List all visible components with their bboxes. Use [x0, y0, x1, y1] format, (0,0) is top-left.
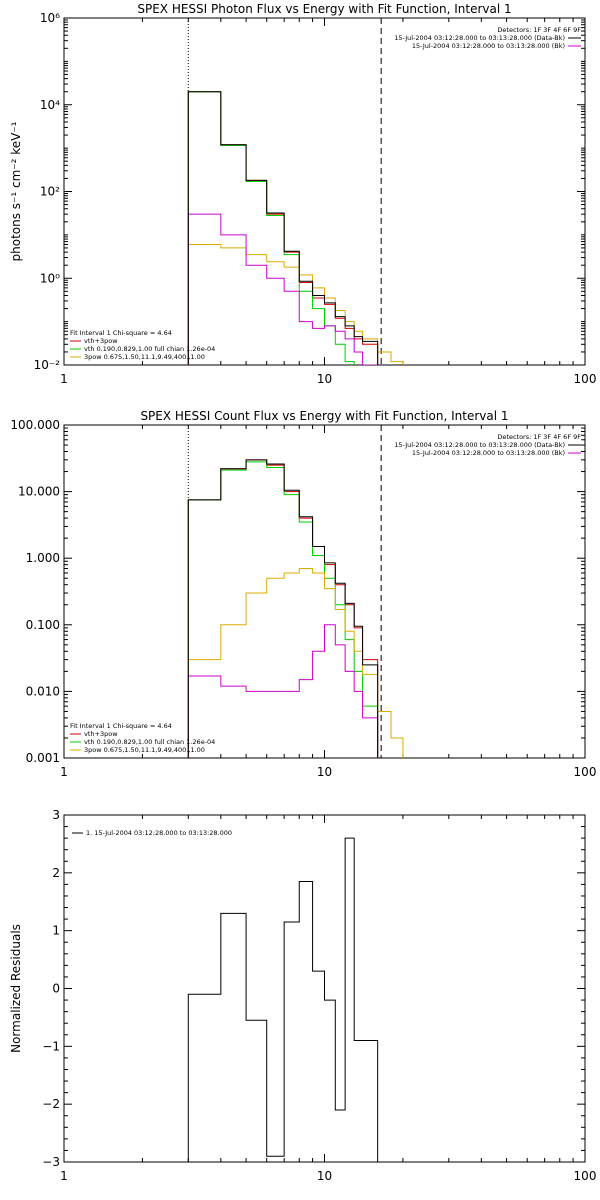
panel-1: SPEX HESSI Photon Flux vs Energy with Fi… — [9, 2, 596, 386]
x-tick-label: 100 — [574, 1169, 597, 1183]
legend-entry: 15-Jul-2004 03:12:28.000 to 03:13:28.000… — [412, 42, 565, 50]
y-tick-label: −1 — [42, 1039, 60, 1053]
y-tick-label: −3 — [42, 1155, 60, 1169]
chart-title: SPEX HESSI Photon Flux vs Energy with Fi… — [137, 2, 511, 16]
y-tick-label: 1 — [52, 924, 60, 938]
y-tick-label: 3 — [52, 808, 60, 822]
legend: 1. 15-Jul-2004 03:12:28.000 to 03:13:28.… — [72, 829, 232, 837]
legend-entry: 1. 15-Jul-2004 03:12:28.000 to 03:13:28.… — [86, 829, 232, 837]
y-tick-label: 10⁻² — [34, 358, 61, 372]
legend-entry: vth 0.190,0.829,1.00 full chian 1.26e-04 — [84, 738, 215, 746]
series-databk — [187, 91, 379, 365]
y-tick-label: 10.000 — [18, 485, 60, 499]
y-tick-label: 100.000 — [10, 418, 60, 432]
panel-2: SPEX HESSI Count Flux vs Energy with Fit… — [10, 409, 596, 779]
series-databk — [187, 459, 379, 758]
x-tick-label: 1 — [60, 372, 68, 386]
y-tick-label: 10² — [40, 185, 60, 199]
legend-entry: 15-Jul-2004 03:12:28.000 to 03:13:28.000… — [412, 449, 565, 457]
chart-title: SPEX HESSI Count Flux vs Energy with Fit… — [140, 409, 508, 423]
series-group — [187, 459, 404, 758]
legend-entry: vth+3pow — [84, 337, 118, 345]
panel-3: Normalized Residuals 1 10 100 −3 −2 −1 0 1 2 3 1. 1… — [9, 808, 596, 1183]
x-tick-label: 1 — [60, 765, 68, 779]
y-tick-label: 0.010 — [26, 684, 60, 698]
series-bk — [187, 213, 378, 365]
y-tick-label: 0 — [52, 982, 60, 996]
y-tick-label: 10⁴ — [40, 98, 60, 112]
series-1 — [187, 837, 379, 1162]
legend-entry: 15-Jul-2004 03:12:28.000 to 03:13:28.000… — [394, 441, 565, 449]
y-tick-label: −2 — [42, 1097, 60, 1111]
y-tick-label: 0.001 — [26, 751, 60, 765]
legend-entry: 3pow 0.675,1.50,11.1,9.49,400.,1.00 — [84, 353, 205, 361]
legend-header: Detectors: 1F 3F 4F 6F 9F — [497, 433, 581, 441]
y-tick-label: 0.100 — [26, 618, 60, 632]
legend-entry: 15-Jul-2004 03:12:28.000 to 03:13:28.000… — [394, 34, 565, 42]
y-tick-label: 10⁰ — [40, 271, 60, 285]
legend-entry: 3pow 0.675,1.50,11.1,9.49,400.,1.00 — [84, 746, 205, 754]
y-axis-label: photons s⁻¹ cm⁻² keV⁻¹ — [9, 121, 23, 261]
legend-bottom-left: Fit Interval 1 Chi-square = 4.64vth+3pow… — [70, 329, 215, 361]
x-tick-label: 100 — [574, 765, 597, 779]
series-group — [187, 837, 379, 1162]
x-tick-label: 10 — [317, 1169, 332, 1183]
legend-header: Fit Interval 1 Chi-square = 4.64 — [70, 329, 172, 337]
legend-header: Fit Interval 1 Chi-square = 4.64 — [70, 722, 172, 730]
x-tick-label: 10 — [317, 765, 332, 779]
series-group — [187, 91, 404, 365]
series-bk — [187, 624, 379, 758]
x-tick-label: 10 — [317, 372, 332, 386]
x-tick-label: 1 — [60, 1169, 68, 1183]
legend-bottom-left: Fit Interval 1 Chi-square = 4.64vth+3pow… — [70, 722, 215, 754]
y-tick-label: 2 — [52, 866, 60, 880]
y-tick-label: 10⁶ — [40, 11, 60, 25]
x-tick-label: 100 — [574, 372, 597, 386]
legend-header: Detectors: 1F 3F 4F 6F 9F — [497, 26, 581, 34]
y-tick-label: 1.000 — [26, 551, 60, 565]
legend-entry: vth+3pow — [84, 730, 118, 738]
y-axis-label: Normalized Residuals — [9, 924, 23, 1053]
legend-entry: vth 0.190,0.829,1.00 full chian 1.26e-04 — [84, 345, 215, 353]
